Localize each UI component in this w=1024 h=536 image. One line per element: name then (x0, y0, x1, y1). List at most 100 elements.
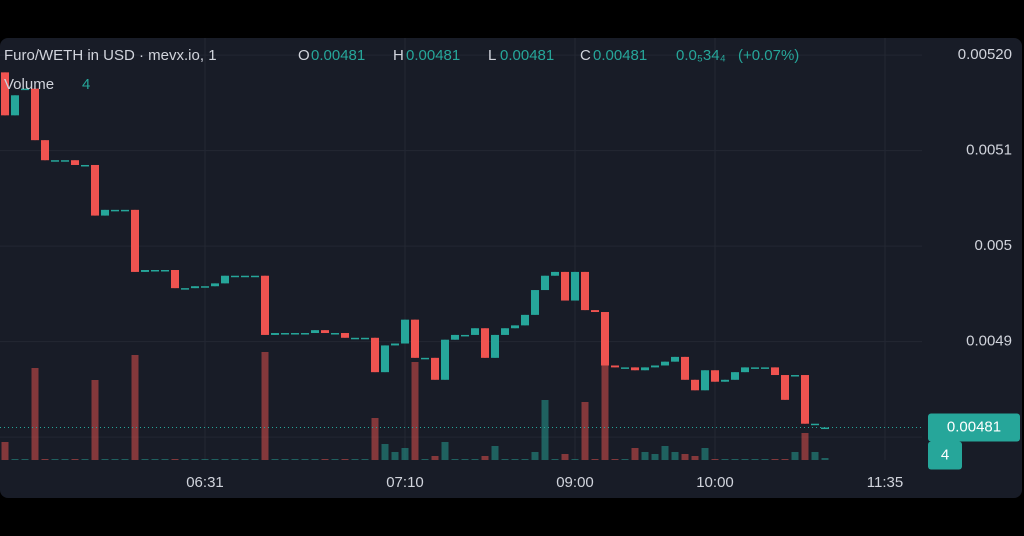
candle-body (701, 370, 709, 391)
candle-body (551, 271, 559, 276)
volume-bar (21, 459, 29, 460)
candle-body (311, 330, 319, 334)
candle-body (671, 356, 679, 362)
candle-layer (1, 72, 829, 430)
volume-bar (711, 459, 719, 460)
chart-title: Furo/WETH in USD · mevx.io, 1 (4, 47, 217, 64)
volume-bar (551, 459, 559, 460)
ohlc-letter: L (488, 47, 496, 64)
ohlc-value: 0.00481 (311, 47, 365, 64)
volume-bar (161, 459, 169, 460)
volume-bar (761, 459, 769, 460)
volume-bar (301, 459, 309, 460)
volume-bar (271, 459, 279, 460)
volume-bar (811, 452, 819, 460)
candle-body (91, 164, 99, 216)
volume-bar (131, 355, 139, 460)
volume-bar (91, 380, 99, 460)
volume-bar (601, 365, 609, 460)
candle-body (801, 375, 809, 424)
volume-bar (561, 454, 569, 460)
candle-body (691, 379, 699, 391)
volume-bar (261, 352, 269, 460)
ohlc-value: 0.00481 (593, 47, 647, 64)
candle-body (141, 270, 149, 272)
candle-body (471, 328, 479, 335)
change-pct: (+0.07%) (738, 47, 799, 64)
volume-bar (641, 452, 649, 460)
candle-body (41, 140, 49, 161)
volume-bar (451, 459, 459, 460)
candle-body (621, 367, 629, 369)
candle-body (541, 275, 549, 291)
candle-body (741, 367, 749, 373)
candle-body (731, 372, 739, 380)
volume-bar (431, 456, 439, 460)
volume-bar (651, 454, 659, 460)
x-tick-label: 11:35 (867, 474, 903, 491)
candle-body (31, 88, 39, 141)
volume-bar (671, 452, 679, 460)
volume-bar (461, 459, 469, 460)
ohlc-value: 0.00481 (500, 47, 554, 64)
volume-bar (401, 448, 409, 460)
candle-body (341, 333, 349, 338)
candle-body (601, 312, 609, 366)
volume-bar (621, 459, 629, 460)
candle-body (751, 367, 759, 369)
ohlc-letter: C (580, 47, 591, 64)
candle-body (511, 325, 519, 329)
candle-body (451, 334, 459, 340)
volume-bar (781, 459, 789, 460)
candle-body (781, 375, 789, 400)
candle-body (441, 339, 449, 380)
volume-bar (41, 459, 49, 460)
volume-bar (421, 459, 429, 460)
volume-bar (101, 459, 109, 460)
volume-bar (231, 459, 239, 460)
candle-body (581, 271, 589, 311)
candle-body (211, 283, 219, 287)
volume-bar (121, 459, 129, 460)
candle-body (81, 164, 89, 167)
candle-body (51, 160, 59, 162)
volume-bar (31, 368, 39, 460)
candle-body (631, 367, 639, 371)
candle-body (591, 310, 599, 313)
volume-bar (581, 402, 589, 460)
volume-bar (541, 400, 549, 460)
volume-bar (291, 459, 299, 460)
candle-body (331, 333, 339, 335)
candle-body (161, 270, 169, 272)
candle-body (301, 333, 309, 335)
candle-body (371, 337, 379, 373)
volume-bar (701, 448, 709, 460)
volume-bar (241, 459, 249, 460)
volume-bar (821, 458, 829, 460)
candle-body (101, 209, 109, 216)
volume-label: Volume (4, 76, 54, 93)
candle-body (401, 319, 409, 344)
candle-body (651, 365, 659, 368)
label-layer: Furo/WETH in USD · mevx.io, 1 O 0.00481 … (0, 46, 1020, 491)
volume-bar (801, 433, 809, 460)
candle-body (501, 328, 509, 335)
candle-body (681, 356, 689, 380)
volume-bar (661, 446, 669, 460)
candle-body (571, 271, 579, 301)
volume-bar (381, 444, 389, 460)
volume-bar (111, 459, 119, 460)
x-tick-label: 10:00 (696, 474, 734, 491)
candle-body (281, 333, 289, 335)
candle-body (421, 357, 429, 360)
volume-bar (321, 459, 329, 460)
candle-body (411, 319, 419, 358)
candle-body (271, 333, 279, 335)
candle-body (481, 328, 489, 358)
candle-body (661, 361, 669, 366)
volume-bar (741, 459, 749, 460)
candle-body (791, 375, 799, 377)
candle-body (461, 334, 469, 337)
x-tick-label: 07:10 (386, 474, 424, 491)
